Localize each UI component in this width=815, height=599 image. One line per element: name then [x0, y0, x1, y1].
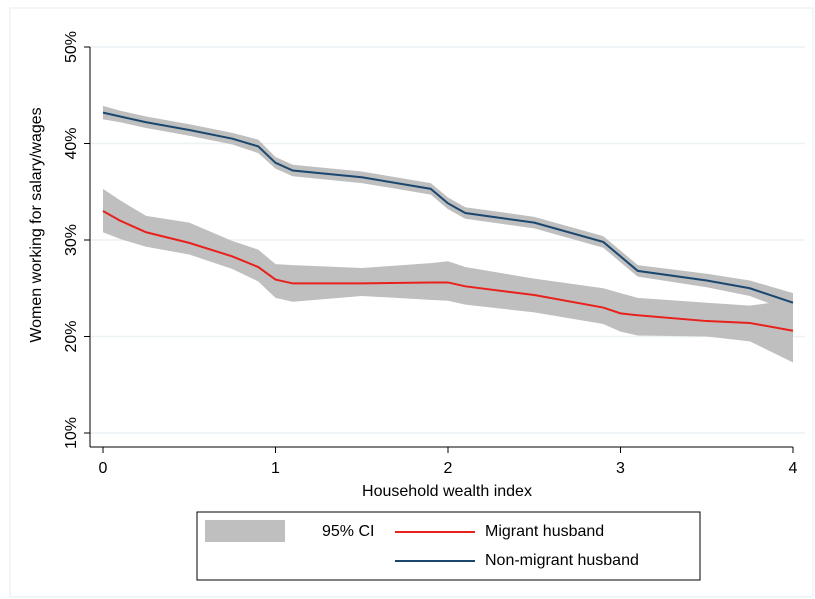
x-tick-label: 1: [271, 460, 280, 477]
y-tick-label: 20%: [63, 320, 80, 352]
legend-label: Migrant husband: [485, 523, 604, 540]
legend-label: 95% CI: [322, 523, 374, 540]
x-tick-label: 4: [789, 460, 798, 477]
legend-ci-swatch: [205, 520, 285, 542]
x-tick-label: 0: [99, 460, 108, 477]
ci-band: [103, 188, 793, 363]
y-tick-label: 30%: [63, 224, 80, 256]
x-axis-title: Household wealth index: [362, 483, 532, 500]
x-tick-label: 3: [616, 460, 625, 477]
ci-band: [103, 105, 793, 313]
x-tick-label: 2: [444, 460, 453, 477]
legend-label: Non-migrant husband: [485, 552, 639, 569]
y-tick-label: 50%: [63, 31, 80, 63]
y-tick-label: 40%: [63, 127, 80, 159]
series-line: [102, 210, 794, 332]
y-tick-label: 10%: [63, 417, 80, 449]
y-axis-title: Women working for salary/wages: [28, 107, 45, 342]
series-line: [102, 111, 794, 304]
